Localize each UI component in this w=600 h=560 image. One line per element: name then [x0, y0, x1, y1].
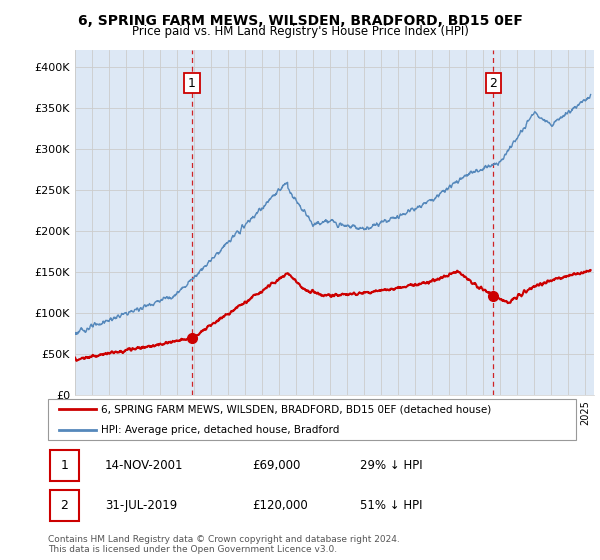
Text: Contains HM Land Registry data © Crown copyright and database right 2024.
This d: Contains HM Land Registry data © Crown c…: [48, 535, 400, 554]
Text: £120,000: £120,000: [252, 499, 308, 512]
Text: 14-NOV-2001: 14-NOV-2001: [105, 459, 184, 472]
Text: 51% ↓ HPI: 51% ↓ HPI: [360, 499, 422, 512]
Text: 6, SPRING FARM MEWS, WILSDEN, BRADFORD, BD15 0EF (detached house): 6, SPRING FARM MEWS, WILSDEN, BRADFORD, …: [101, 404, 491, 414]
Text: 31-JUL-2019: 31-JUL-2019: [105, 499, 177, 512]
Text: Price paid vs. HM Land Registry's House Price Index (HPI): Price paid vs. HM Land Registry's House …: [131, 25, 469, 38]
Text: 6, SPRING FARM MEWS, WILSDEN, BRADFORD, BD15 0EF: 6, SPRING FARM MEWS, WILSDEN, BRADFORD, …: [77, 14, 523, 28]
Text: HPI: Average price, detached house, Bradford: HPI: Average price, detached house, Brad…: [101, 424, 339, 435]
Text: 2: 2: [61, 499, 68, 512]
Text: 29% ↓ HPI: 29% ↓ HPI: [360, 459, 422, 472]
Text: 1: 1: [61, 459, 68, 472]
Text: £69,000: £69,000: [252, 459, 301, 472]
Text: 2: 2: [490, 77, 497, 90]
Text: 1: 1: [188, 77, 196, 90]
